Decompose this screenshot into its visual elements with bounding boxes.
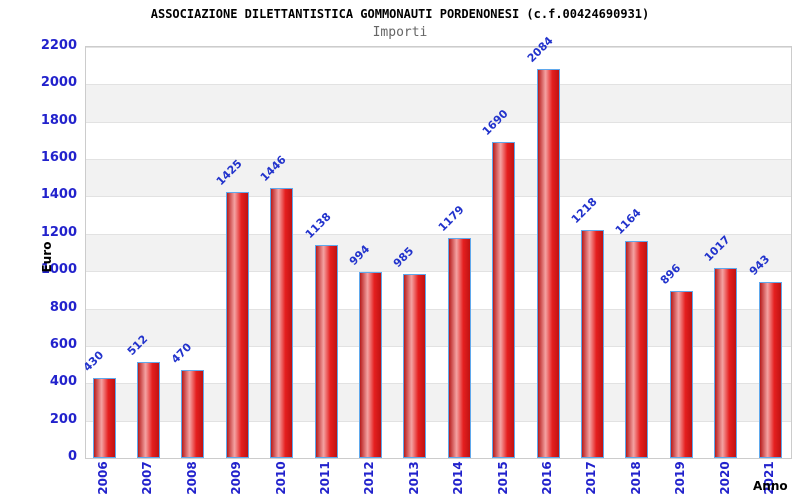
- x-tick-label-2011: 2011: [318, 461, 332, 495]
- bar-2006: [92, 377, 116, 458]
- y-tick-label: 1000: [40, 262, 77, 278]
- x-tick-label-2007: 2007: [140, 461, 155, 495]
- grid-band: [86, 196, 791, 234]
- chart-subtitle: Importi: [372, 25, 428, 40]
- bar-2007: [136, 362, 160, 458]
- y-tick-label: 2200: [40, 38, 77, 53]
- chart-title: ASSOCIAZIONE DILETTANTISTICA GOMMONAUTI …: [150, 7, 650, 21]
- grid-band: [86, 233, 791, 272]
- x-tick-label-2006: 2006: [96, 461, 110, 495]
- bar-2014: [447, 237, 471, 458]
- y-tick-label: 1800: [40, 112, 77, 128]
- x-tick-label-2014: 2014: [451, 461, 466, 495]
- x-tick-label-2015: 2015: [495, 461, 510, 495]
- x-tick-label-2019: 2019: [673, 461, 688, 495]
- bar-2009: [225, 191, 249, 458]
- bar-2012: [358, 272, 382, 458]
- bar-2018: [625, 240, 649, 458]
- x-tick-label-2012: 2012: [362, 461, 377, 495]
- bar-2008: [181, 370, 205, 458]
- bar-2013: [403, 273, 427, 458]
- bar-2021: [758, 281, 782, 458]
- bar-2019: [669, 290, 693, 458]
- y-tick-label: 0: [67, 449, 77, 464]
- x-tick-label-2018: 2018: [628, 461, 643, 495]
- grid-band: [86, 121, 791, 160]
- bar-2011: [314, 245, 338, 458]
- x-tick-label-2008: 2008: [184, 461, 199, 495]
- grid-band: [86, 84, 791, 122]
- y-tick-label: 200: [49, 411, 77, 427]
- x-axis-label: Anno: [753, 479, 788, 493]
- x-tick-label-2010: 2010: [273, 461, 288, 495]
- y-axis-label: Euro: [40, 241, 54, 273]
- bar-2016: [536, 68, 560, 458]
- bar-2010: [270, 187, 294, 458]
- y-tick-label: 1200: [40, 224, 77, 240]
- bar-2017: [580, 230, 604, 458]
- plot-area: 430 512 470 1425 1446 1138 994 985 1179 1690 2084 1…: [80, 34, 792, 459]
- bar-2020: [714, 268, 738, 458]
- bar-2015: [492, 142, 516, 458]
- y-tick-label: 2000: [40, 75, 77, 91]
- y-tick-label: 800: [49, 299, 77, 315]
- x-tick-label-2017: 2017: [584, 461, 599, 495]
- grid-band: [86, 47, 791, 85]
- x-tick-label-2020: 2020: [717, 461, 732, 495]
- x-tick-label-2013: 2013: [406, 461, 421, 495]
- y-tick-label: 600: [49, 336, 77, 352]
- y-tick-label: 1400: [40, 187, 77, 203]
- x-tick-label-2016: 2016: [540, 461, 554, 495]
- grid-band: [86, 159, 791, 197]
- y-tick-label: 1600: [40, 150, 77, 166]
- x-tick-label-2009: 2009: [229, 461, 244, 495]
- y-tick-label: 400: [49, 374, 77, 390]
